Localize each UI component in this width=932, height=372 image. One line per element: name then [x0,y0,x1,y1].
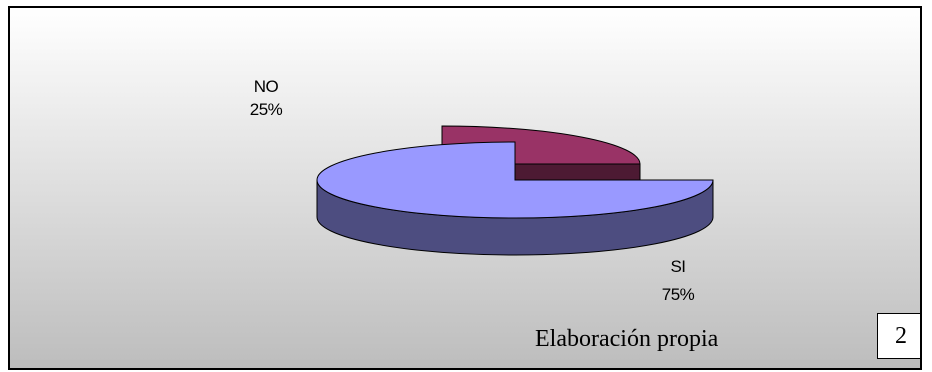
source-note: Elaboración propia [535,326,719,352]
pie-chart: NO 25% SI 75% [10,8,920,368]
chart-frame: NO 25% SI 75% Elaboración propia 2 [8,6,922,370]
slice-percent-no: 25% [250,100,283,119]
pie-slice-si [316,141,714,219]
page-number: 2 [877,313,920,359]
slice-label-no: NO [254,77,279,96]
slice-percent-si: 75% [662,285,695,304]
slice-label-si: SI [670,257,685,276]
